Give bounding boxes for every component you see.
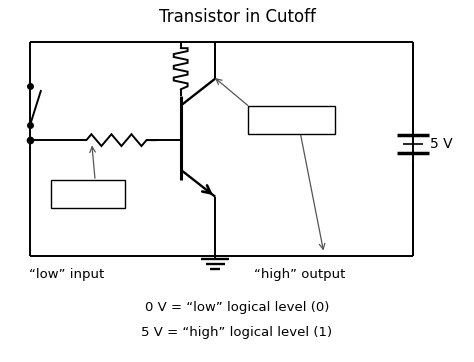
Text: = 5 V: = 5 V — [280, 113, 315, 126]
Text: 5 V: 5 V — [430, 137, 453, 151]
FancyBboxPatch shape — [248, 106, 335, 134]
Text: out: out — [264, 118, 280, 129]
Text: = 0 V: = 0 V — [77, 187, 112, 200]
Text: $V$: $V$ — [254, 113, 265, 126]
Text: Transistor in Cutoff: Transistor in Cutoff — [159, 8, 315, 26]
Text: 0 V = “low” logical level (0): 0 V = “low” logical level (0) — [145, 301, 329, 314]
Text: 5 V = “high” logical level (1): 5 V = “high” logical level (1) — [141, 326, 333, 338]
Text: $V$: $V$ — [56, 187, 68, 200]
Text: “low” input: “low” input — [29, 268, 105, 281]
Text: in: in — [65, 192, 74, 202]
Text: “high” output: “high” output — [254, 268, 345, 281]
FancyBboxPatch shape — [51, 180, 125, 208]
